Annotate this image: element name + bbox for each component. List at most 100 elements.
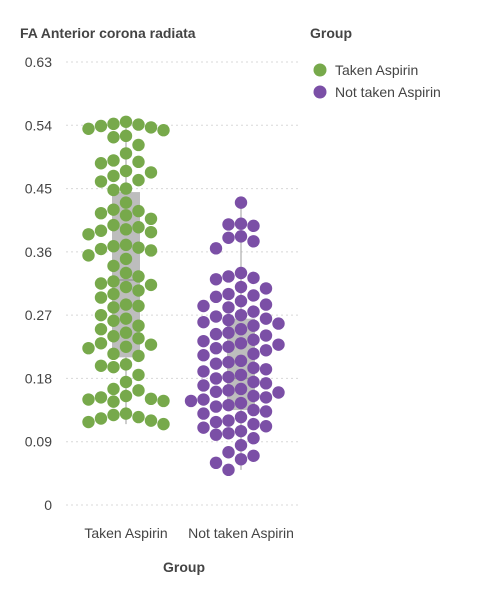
data-point: [222, 270, 235, 283]
data-points: [82, 115, 285, 477]
data-point: [259, 420, 273, 433]
data-point: [94, 323, 108, 336]
data-point: [82, 341, 95, 355]
data-point: [184, 394, 198, 408]
data-point: [82, 228, 95, 241]
data-point: [209, 310, 223, 323]
x-tick-label: Not taken Aspirin: [188, 525, 294, 541]
data-point: [107, 240, 120, 253]
data-point: [209, 400, 223, 413]
data-point: [234, 368, 248, 382]
data-point: [94, 412, 108, 425]
data-point: [222, 446, 235, 459]
data-point: [234, 337, 248, 350]
data-point: [222, 340, 235, 353]
data-point: [107, 382, 120, 396]
data-point: [247, 431, 260, 445]
data-point: [209, 428, 223, 441]
data-point: [197, 421, 210, 434]
data-point: [119, 389, 133, 403]
data-point: [157, 417, 170, 431]
data-point: [132, 204, 145, 218]
data-point: [197, 379, 210, 392]
data-point: [234, 424, 248, 438]
data-point: [119, 196, 133, 209]
data-point: [119, 147, 133, 160]
data-point: [247, 389, 260, 403]
data-point: [132, 221, 145, 234]
data-point: [94, 277, 108, 290]
data-point: [119, 298, 133, 311]
data-point: [259, 282, 273, 295]
data-point: [209, 372, 223, 385]
data-point: [222, 313, 235, 327]
data-point: [247, 219, 260, 233]
data-point: [234, 217, 248, 230]
data-point: [259, 405, 273, 418]
legend: Group Taken Aspirin Not taken Aspirin: [310, 25, 441, 100]
data-point: [247, 449, 260, 462]
data-point: [144, 225, 158, 239]
data-point: [222, 427, 235, 440]
data-point: [107, 360, 120, 374]
data-point: [132, 155, 145, 169]
data-point: [107, 395, 120, 408]
legend-title: Group: [310, 25, 352, 41]
data-point: [132, 241, 145, 254]
data-point: [197, 349, 210, 362]
y-tick-label: 0.45: [25, 181, 52, 197]
data-point: [209, 290, 223, 304]
data-point: [119, 129, 133, 143]
data-point: [209, 273, 223, 286]
data-point: [234, 294, 248, 308]
data-point: [144, 121, 158, 134]
data-point: [94, 242, 108, 256]
data-point: [272, 386, 285, 399]
data-point: [119, 164, 133, 178]
data-point: [209, 456, 223, 470]
data-point: [209, 341, 223, 355]
data-point: [132, 284, 145, 297]
x-axis-ticks: Taken Aspirin Not taken Aspirin: [84, 525, 294, 541]
x-axis-title: Group: [163, 559, 205, 575]
data-point: [94, 224, 108, 237]
data-point: [94, 391, 108, 404]
data-point: [234, 410, 248, 424]
data-point: [107, 131, 120, 144]
y-axis-title: FA Anterior corona radiata: [20, 25, 196, 41]
data-point: [119, 252, 133, 266]
y-tick-label: 0.63: [25, 54, 52, 70]
data-point: [222, 414, 235, 427]
data-point: [119, 115, 133, 128]
data-point: [222, 384, 235, 397]
legend-label: Not taken Aspirin: [335, 84, 441, 100]
data-point: [234, 280, 248, 294]
data-point: [234, 439, 248, 452]
data-point: [197, 407, 210, 420]
data-point: [247, 289, 260, 302]
y-tick-label: 0.36: [25, 244, 52, 260]
data-point: [209, 242, 223, 255]
legend-swatch: [313, 85, 327, 99]
data-point: [247, 361, 260, 375]
data-point: [107, 259, 120, 273]
data-point: [119, 223, 133, 236]
data-point: [107, 287, 120, 301]
y-tick-label: 0.18: [25, 370, 52, 386]
data-point: [94, 157, 108, 170]
data-point: [197, 393, 210, 406]
data-point: [132, 319, 145, 332]
data-point: [132, 299, 145, 313]
data-point: [234, 396, 248, 410]
data-point: [259, 329, 273, 342]
data-point: [94, 175, 108, 188]
data-point: [222, 463, 235, 477]
data-point: [107, 301, 120, 314]
data-point: [222, 287, 235, 301]
y-tick-label: 0: [44, 497, 52, 513]
data-point: [247, 235, 260, 248]
data-point: [132, 332, 145, 345]
data-point: [209, 415, 223, 429]
data-point: [82, 393, 95, 406]
